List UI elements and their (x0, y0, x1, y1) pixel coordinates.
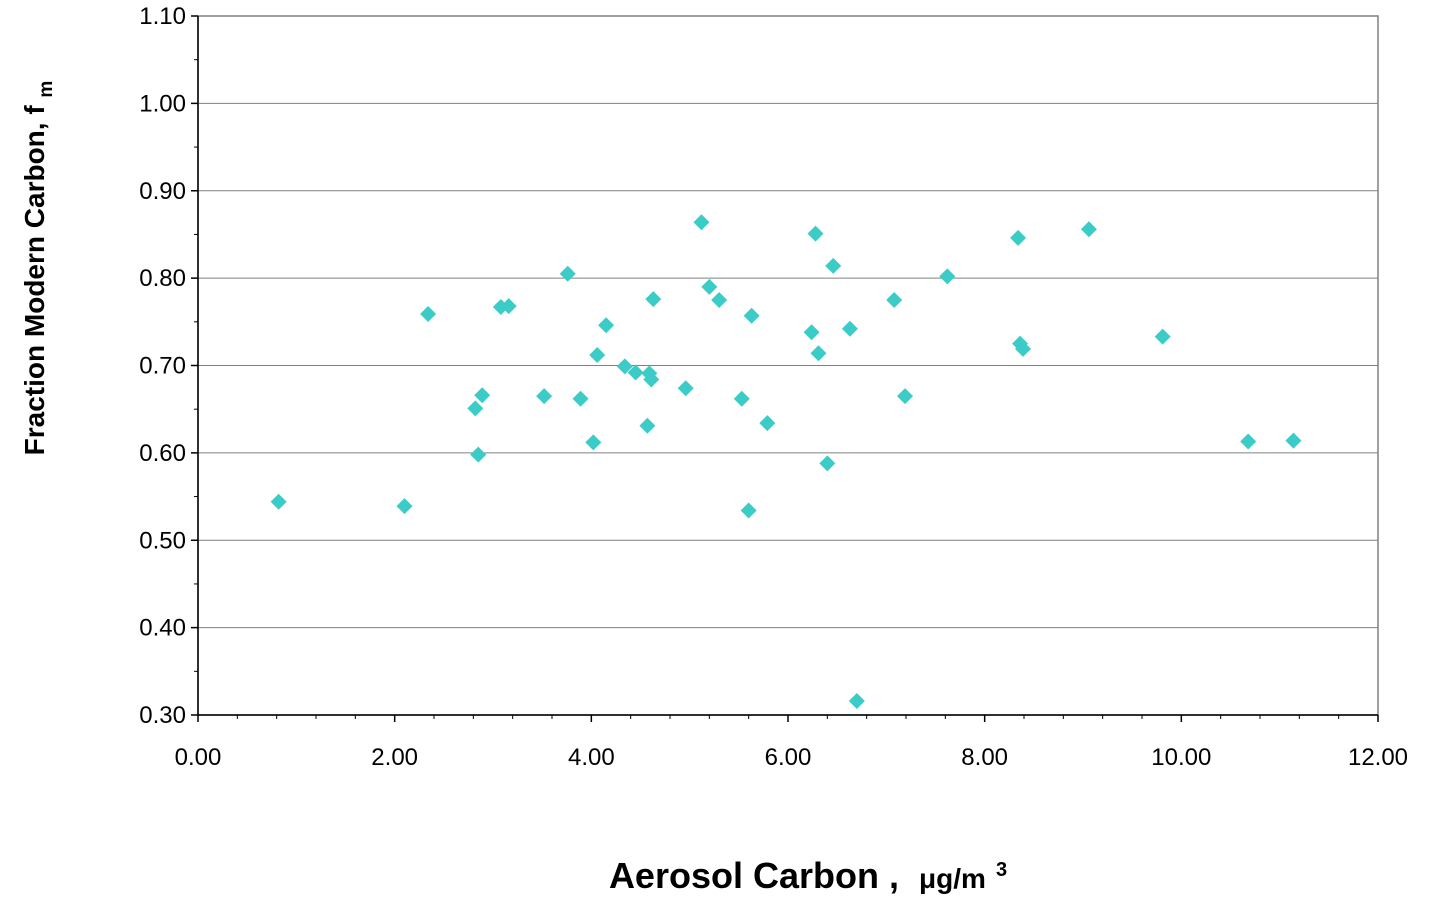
data-point (733, 390, 750, 407)
data-point (559, 265, 576, 282)
x-axis-title-main: Aerosol Carbon , (609, 855, 899, 896)
grid-lines (198, 102, 1378, 629)
data-point (500, 298, 517, 315)
data-point (420, 305, 437, 322)
data-point (639, 417, 656, 434)
data-point (1285, 432, 1302, 449)
data-point (841, 320, 858, 337)
x-axis: 0.00 2.00 4.00 6.00 8.00 10.00 12.00 (175, 714, 1408, 771)
data-point (810, 345, 827, 362)
data-point (677, 380, 694, 397)
data-point (711, 291, 728, 308)
y-tick-label: 0.60 (139, 440, 186, 467)
data-point (939, 268, 956, 285)
y-tick-label: 0.90 (139, 178, 186, 205)
data-point (474, 387, 491, 404)
data-point (803, 324, 820, 341)
data-point (627, 364, 644, 381)
data-point (572, 390, 589, 407)
x-tick-label: 0.00 (175, 744, 222, 771)
y-tick-label: 0.30 (139, 702, 186, 729)
data-point (645, 291, 662, 308)
data-point (848, 693, 865, 710)
x-axis-title: Aerosol Carbon , μg/m 3 (609, 855, 1007, 896)
data-point (1010, 229, 1027, 246)
data-point (740, 502, 757, 519)
data-point (1080, 221, 1097, 238)
data-points (270, 214, 1302, 710)
data-point (693, 214, 710, 231)
x-tick-label: 2.00 (371, 744, 418, 771)
data-point (807, 225, 824, 242)
y-tick-label: 0.40 (139, 615, 186, 642)
data-point (897, 388, 914, 405)
x-axis-title-unit: μg/m (919, 863, 986, 894)
data-point (467, 400, 484, 417)
x-axis-title-unit-exponent: 3 (996, 859, 1007, 881)
y-tick-label: 0.80 (139, 265, 186, 292)
data-point (396, 498, 413, 515)
y-tick-label: 0.70 (139, 353, 186, 380)
y-axis-title-main: Fraction Modern Carbon, f (19, 105, 50, 456)
data-point (825, 257, 842, 274)
data-point (1154, 328, 1171, 345)
data-point (589, 347, 606, 364)
y-tick-label: 1.00 (139, 90, 186, 117)
y-tick-label: 1.10 (139, 3, 186, 30)
data-point (598, 317, 615, 334)
x-tick-label: 4.00 (568, 744, 615, 771)
data-point (1240, 433, 1257, 450)
x-tick-label: 6.00 (765, 744, 812, 771)
data-point (743, 307, 760, 324)
x-tick-label: 10.00 (1151, 744, 1211, 771)
data-point (1015, 340, 1032, 357)
x-tick-label: 12.00 (1348, 744, 1408, 771)
y-axis-title: Fraction Modern Carbon, f m (19, 81, 57, 456)
data-point (270, 493, 287, 510)
y-tick-label: 0.50 (139, 527, 186, 554)
data-point (701, 278, 718, 295)
y-axis-title-subscript: m (36, 81, 57, 98)
data-point (643, 371, 660, 388)
data-point (470, 446, 487, 463)
data-point (536, 388, 553, 405)
x-tick-label: 8.00 (961, 744, 1008, 771)
y-axis: 0.30 0.40 0.50 0.60 0.70 0.80 0.90 1.00 1.10 (139, 3, 199, 729)
data-point (616, 358, 633, 375)
data-point (759, 415, 776, 432)
data-point (886, 291, 903, 308)
data-point (819, 455, 836, 472)
data-point (585, 434, 602, 451)
